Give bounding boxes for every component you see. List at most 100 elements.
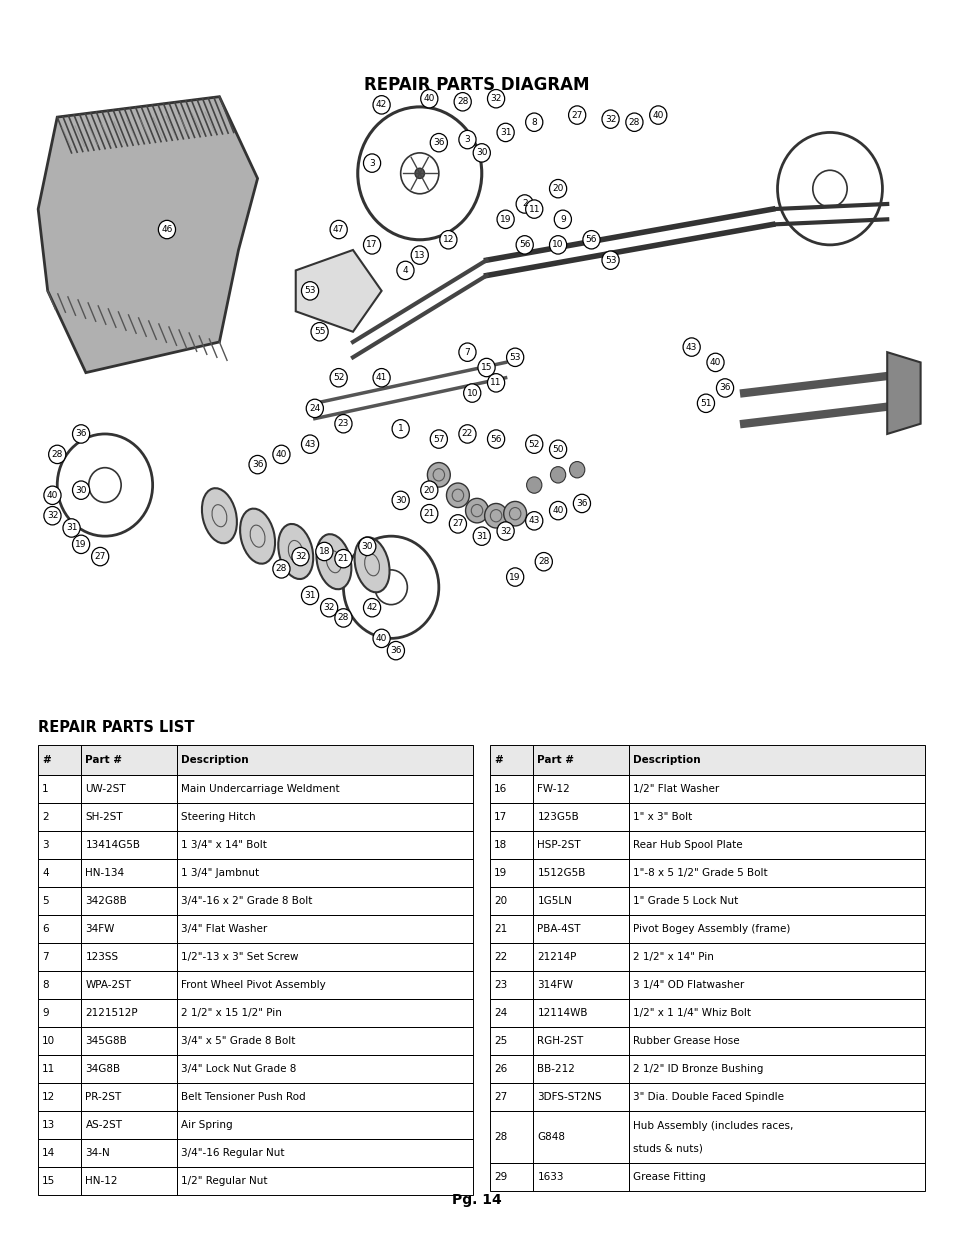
Text: 21: 21 xyxy=(494,924,507,934)
Text: 123G5B: 123G5B xyxy=(537,811,578,823)
Circle shape xyxy=(420,504,437,522)
Bar xyxy=(490,887,533,915)
Text: 50: 50 xyxy=(552,445,563,453)
Bar xyxy=(81,1139,177,1167)
Bar xyxy=(38,776,473,803)
Bar xyxy=(38,1167,81,1195)
Bar xyxy=(490,776,533,803)
Circle shape xyxy=(716,379,733,398)
Circle shape xyxy=(625,114,642,131)
Text: 26: 26 xyxy=(494,1065,507,1074)
Text: 7: 7 xyxy=(464,348,470,357)
Text: 3 1/4" OD Flatwasher: 3 1/4" OD Flatwasher xyxy=(633,981,743,990)
Circle shape xyxy=(525,435,542,453)
Bar xyxy=(38,1028,81,1055)
Circle shape xyxy=(306,399,323,417)
Text: 43: 43 xyxy=(304,440,315,448)
Circle shape xyxy=(477,358,495,377)
Text: 1512G5B: 1512G5B xyxy=(537,868,585,878)
Text: 36: 36 xyxy=(719,383,730,393)
Bar xyxy=(38,887,81,915)
Text: 40: 40 xyxy=(423,94,435,104)
Bar xyxy=(490,944,924,971)
Bar xyxy=(177,887,473,915)
Bar xyxy=(490,1083,533,1112)
Circle shape xyxy=(330,220,347,238)
Bar xyxy=(629,1112,924,1163)
Text: 31: 31 xyxy=(66,524,77,532)
Circle shape xyxy=(363,599,380,618)
Bar xyxy=(38,860,81,887)
Circle shape xyxy=(387,641,404,659)
Bar xyxy=(177,1055,473,1083)
Bar xyxy=(177,860,473,887)
Bar xyxy=(533,745,629,776)
Bar xyxy=(533,1055,629,1083)
Bar xyxy=(490,1028,924,1055)
Bar xyxy=(533,1112,629,1163)
Bar xyxy=(38,944,473,971)
Bar xyxy=(38,803,473,831)
Bar xyxy=(38,915,473,944)
Text: 30: 30 xyxy=(395,496,406,505)
Text: 51: 51 xyxy=(700,399,711,408)
Circle shape xyxy=(358,537,375,556)
Bar xyxy=(38,745,473,776)
Ellipse shape xyxy=(202,488,236,543)
Text: 10: 10 xyxy=(552,241,563,249)
Text: 3/4"-16 x 2" Grade 8 Bolt: 3/4"-16 x 2" Grade 8 Bolt xyxy=(181,897,313,906)
Text: 17: 17 xyxy=(366,241,377,249)
Text: 27: 27 xyxy=(571,111,582,120)
Bar xyxy=(177,915,473,944)
Circle shape xyxy=(463,384,480,403)
Text: Rubber Grease Hose: Rubber Grease Hose xyxy=(633,1036,739,1046)
Circle shape xyxy=(72,480,90,499)
Circle shape xyxy=(335,415,352,433)
Text: 345G8B: 345G8B xyxy=(86,1036,127,1046)
Text: 20: 20 xyxy=(423,485,435,495)
Bar xyxy=(177,1028,473,1055)
Circle shape xyxy=(487,89,504,107)
Text: 40: 40 xyxy=(47,490,58,500)
Text: 9: 9 xyxy=(559,215,565,224)
Text: Pg. 14: Pg. 14 xyxy=(452,1193,501,1207)
Circle shape xyxy=(273,445,290,463)
Circle shape xyxy=(497,522,514,540)
Text: 53: 53 xyxy=(304,287,315,295)
Bar xyxy=(81,1083,177,1112)
Text: 1: 1 xyxy=(42,784,49,794)
Text: 31: 31 xyxy=(476,531,487,541)
Text: Air Spring: Air Spring xyxy=(181,1120,233,1130)
Circle shape xyxy=(44,487,61,504)
Bar xyxy=(490,803,924,831)
Bar xyxy=(490,1112,924,1163)
Bar xyxy=(629,999,924,1028)
Text: WPA-2ST: WPA-2ST xyxy=(86,981,132,990)
Text: 28: 28 xyxy=(456,98,468,106)
Text: 25: 25 xyxy=(494,1036,507,1046)
Circle shape xyxy=(249,456,266,474)
Circle shape xyxy=(487,374,504,391)
Bar xyxy=(38,1139,473,1167)
Bar xyxy=(38,1028,473,1055)
Circle shape xyxy=(363,154,380,173)
Text: 12114WB: 12114WB xyxy=(537,1008,587,1018)
Text: UW-2ST: UW-2ST xyxy=(86,784,126,794)
Circle shape xyxy=(301,435,318,453)
Bar xyxy=(38,1139,81,1167)
Bar xyxy=(38,1083,473,1112)
Bar xyxy=(490,971,924,999)
Text: 1G5LN: 1G5LN xyxy=(537,897,572,906)
Text: 27: 27 xyxy=(94,552,106,561)
Text: 40: 40 xyxy=(275,450,287,459)
Bar xyxy=(177,745,473,776)
Text: 21214P: 21214P xyxy=(537,952,577,962)
Text: HSP-2ST: HSP-2ST xyxy=(537,840,580,850)
Bar xyxy=(177,971,473,999)
Text: 9: 9 xyxy=(42,1008,49,1018)
Text: SH-2ST: SH-2ST xyxy=(86,811,123,823)
Ellipse shape xyxy=(355,537,389,593)
Circle shape xyxy=(373,368,390,387)
Circle shape xyxy=(292,547,309,566)
Text: 24: 24 xyxy=(309,404,320,412)
